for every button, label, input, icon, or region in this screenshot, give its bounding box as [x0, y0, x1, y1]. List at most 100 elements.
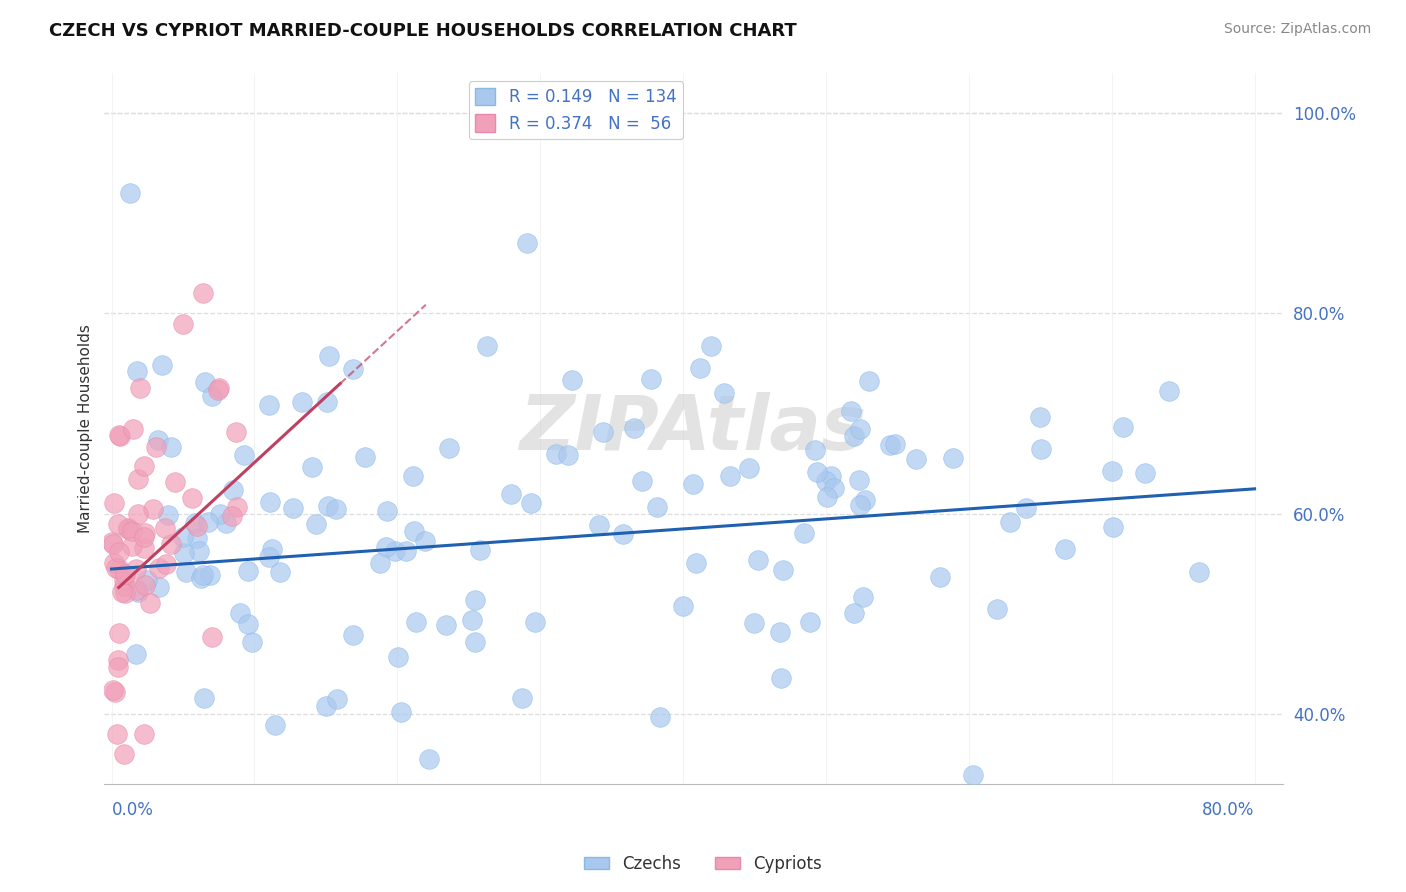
Point	[879, 438, 901, 452]
Point	[257, 398, 280, 412]
Point	[814, 475, 837, 489]
Point	[524, 615, 547, 630]
Point	[238, 616, 260, 631]
Point	[499, 487, 522, 501]
Point	[852, 590, 875, 604]
Point	[121, 540, 143, 554]
Point	[145, 440, 167, 454]
Point	[630, 474, 652, 488]
Point	[101, 683, 124, 698]
Point	[173, 546, 195, 560]
Point	[127, 507, 149, 521]
Point	[135, 573, 157, 587]
Point	[105, 727, 128, 741]
Text: ZIPAtlas: ZIPAtlas	[520, 392, 868, 466]
Point	[122, 422, 145, 436]
Point	[262, 541, 284, 556]
Point	[512, 690, 534, 705]
Point	[806, 465, 828, 479]
Point	[325, 502, 347, 516]
Point	[114, 586, 136, 600]
Point	[315, 698, 337, 713]
Point	[623, 421, 645, 435]
Point	[127, 364, 149, 378]
Point	[232, 448, 254, 462]
Point	[186, 531, 208, 545]
Point	[105, 561, 128, 575]
Point	[464, 592, 486, 607]
Point	[111, 584, 134, 599]
Point	[128, 381, 150, 395]
Point	[127, 583, 149, 598]
Point	[519, 496, 541, 510]
Point	[387, 650, 409, 665]
Point	[127, 472, 149, 486]
Point	[148, 580, 170, 594]
Point	[269, 565, 291, 579]
Point	[200, 567, 222, 582]
Point	[772, 563, 794, 577]
Point	[415, 533, 437, 548]
Point	[1029, 409, 1052, 424]
Point	[318, 349, 340, 363]
Point	[193, 375, 215, 389]
Point	[844, 607, 866, 621]
Text: 80.0%: 80.0%	[1202, 801, 1254, 819]
Point	[221, 483, 243, 498]
Point	[240, 634, 263, 648]
Point	[159, 537, 181, 551]
Point	[720, 469, 742, 483]
Point	[516, 236, 538, 251]
Point	[401, 469, 423, 483]
Legend: R = 0.149   N = 134, R = 0.374   N =  56: R = 0.149 N = 134, R = 0.374 N = 56	[468, 81, 683, 139]
Point	[342, 362, 364, 376]
Point	[640, 371, 662, 385]
Point	[228, 607, 250, 621]
Point	[823, 481, 845, 495]
Point	[1029, 442, 1052, 457]
Point	[291, 395, 314, 409]
Point	[820, 468, 842, 483]
Point	[107, 660, 129, 674]
Point	[375, 504, 398, 518]
Point	[107, 562, 129, 576]
Point	[238, 565, 260, 579]
Point	[848, 473, 870, 487]
Point	[156, 508, 179, 522]
Point	[193, 691, 215, 706]
Point	[929, 570, 952, 584]
Text: CZECH VS CYPRIOT MARRIED-COUPLE HOUSEHOLDS CORRELATION CHART: CZECH VS CYPRIOT MARRIED-COUPLE HOUSEHOL…	[49, 22, 797, 40]
Point	[181, 491, 204, 505]
Point	[793, 526, 815, 541]
Point	[201, 630, 224, 644]
Point	[645, 500, 668, 515]
Point	[221, 509, 243, 524]
Point	[1187, 565, 1209, 579]
Point	[405, 615, 427, 629]
Point	[884, 436, 907, 450]
Point	[146, 433, 169, 447]
Point	[305, 516, 328, 531]
Point	[713, 386, 735, 401]
Point	[1054, 541, 1077, 556]
Point	[188, 544, 211, 558]
Point	[207, 383, 229, 397]
Point	[849, 421, 872, 435]
Point	[672, 599, 695, 613]
Point	[815, 490, 838, 504]
Point	[134, 526, 156, 541]
Point	[112, 579, 135, 593]
Text: Source: ZipAtlas.com: Source: ZipAtlas.com	[1223, 22, 1371, 37]
Point	[384, 543, 406, 558]
Point	[155, 557, 177, 571]
Point	[1101, 464, 1123, 478]
Point	[134, 578, 156, 592]
Point	[475, 338, 498, 352]
Point	[769, 671, 792, 685]
Point	[858, 375, 880, 389]
Point	[326, 691, 349, 706]
Point	[108, 626, 131, 640]
Point	[612, 527, 634, 541]
Point	[557, 448, 579, 462]
Point	[962, 767, 984, 781]
